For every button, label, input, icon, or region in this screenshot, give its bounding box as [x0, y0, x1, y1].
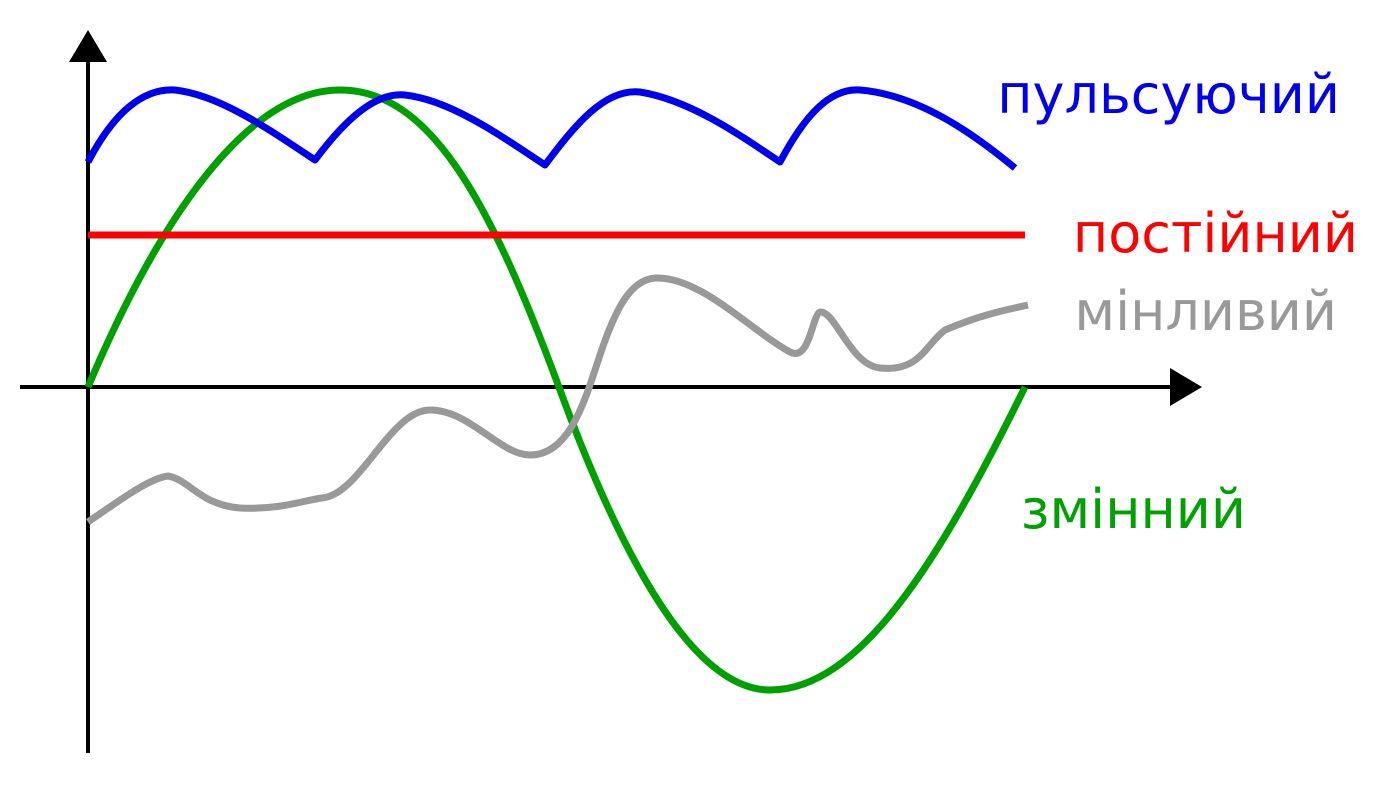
x-axis-arrowhead [1170, 368, 1202, 406]
pulsating-label: пульсуючий [997, 63, 1340, 126]
y-axis-arrowhead [69, 30, 107, 62]
variable-current-curve [86, 274, 1029, 525]
alternating-label: змінний [1021, 478, 1246, 541]
pulsating-current-curve [84, 86, 1018, 171]
constant-label: постійний [1073, 202, 1358, 265]
alternating-current-curve [84, 86, 1029, 694]
variable-label: мінливий [1074, 280, 1337, 343]
